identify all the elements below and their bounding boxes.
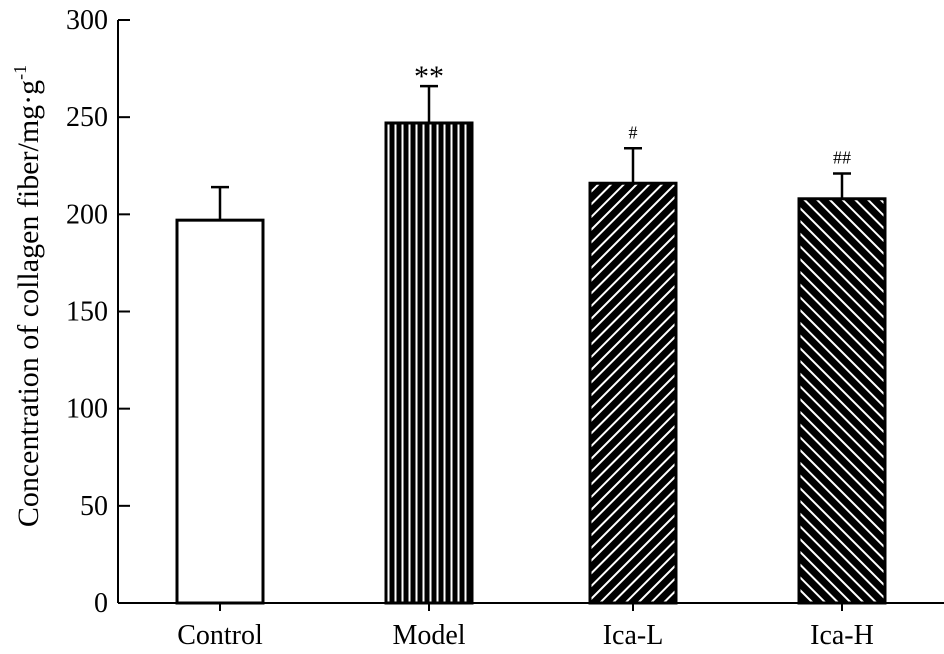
y-axis: 0 50 100 150 200 250 300: [66, 5, 130, 619]
x-axis: Control Model Ica-L Ica-H: [118, 602, 944, 651]
bar-ica-h: [797, 197, 887, 605]
x-tick-label-ica-l: Ica-L: [603, 620, 664, 651]
y-axis-title-superscript: -1: [10, 65, 30, 80]
significance-label-ica-h: ##: [833, 148, 851, 168]
labels: **###: [414, 60, 851, 167]
y-axis-title-text: Concentration of collagen fiber/mg·g: [12, 80, 45, 527]
bar-model: [384, 121, 474, 605]
significance-label-model: **: [414, 60, 444, 93]
y-tick-label: 0: [94, 588, 108, 619]
bar-ica-l: [588, 181, 678, 605]
x-tick-label-model: Model: [392, 620, 465, 651]
y-axis-title: Concentration of collagen fiber/mg·g-1: [10, 65, 45, 527]
y-tick-label: 100: [66, 394, 108, 425]
x-tick-label-control: Control: [177, 620, 263, 651]
y-tick-label: 200: [66, 199, 108, 230]
y-tick-label: 50: [80, 491, 108, 522]
significance-label-ica-l: #: [629, 122, 638, 142]
bar-control: [175, 218, 265, 605]
y-tick-label: 150: [66, 297, 108, 328]
x-tick-label-ica-h: Ica-H: [810, 620, 874, 651]
y-tick-label: 300: [66, 5, 108, 36]
bars: [175, 84, 887, 605]
y-tick-label: 250: [66, 102, 108, 133]
